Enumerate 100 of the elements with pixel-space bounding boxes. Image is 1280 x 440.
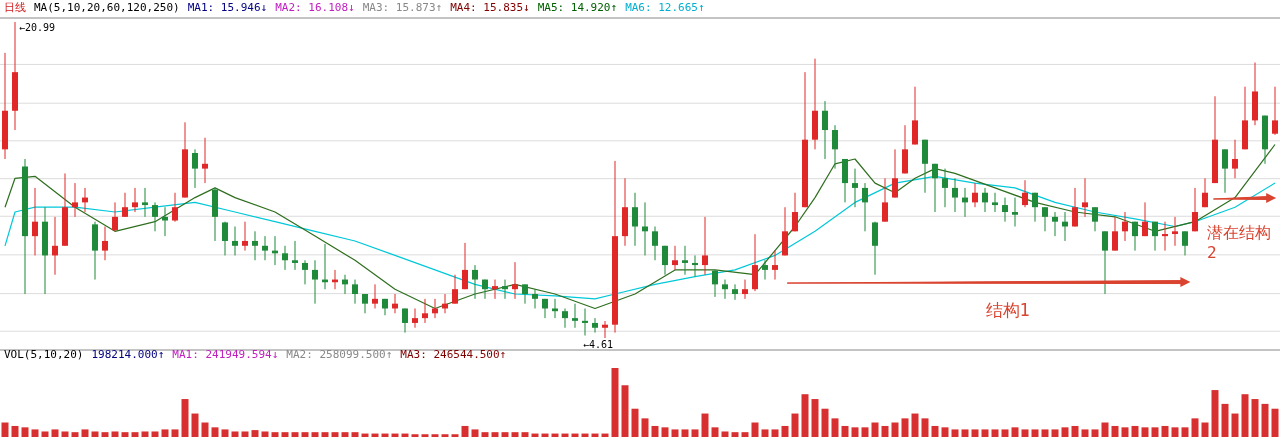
bar [291, 432, 299, 437]
bar [1, 422, 9, 437]
bar [911, 413, 919, 437]
candlestick [1162, 221, 1168, 251]
bar [741, 432, 749, 437]
bar [161, 429, 169, 437]
bar [1041, 429, 1049, 437]
bar [641, 418, 649, 437]
bar [831, 418, 839, 437]
candlestick [642, 202, 648, 256]
bar [1021, 429, 1029, 437]
bar [661, 427, 669, 437]
bar [1071, 425, 1079, 437]
text: 198214.000↑ [91, 348, 165, 361]
bar [1151, 427, 1159, 437]
bar [1231, 413, 1239, 437]
bar [931, 425, 939, 437]
bar [331, 432, 339, 437]
candlestick [682, 245, 688, 275]
annotation: 结构1 [985, 300, 1030, 321]
bar [781, 425, 789, 437]
bar [1001, 429, 1009, 437]
bar [1011, 427, 1019, 437]
bar [1211, 390, 1219, 437]
text: MA3: 15.873↑ [362, 1, 443, 14]
bar [1271, 408, 1279, 437]
bar [651, 425, 659, 437]
bar [301, 432, 309, 437]
bar [631, 408, 639, 437]
bar [1091, 429, 1099, 437]
bar [971, 429, 979, 437]
bar [751, 422, 759, 437]
bar [231, 431, 239, 437]
bar [811, 399, 819, 437]
bar [681, 429, 689, 437]
bar [611, 368, 619, 437]
bar [791, 413, 799, 437]
candlestick [692, 255, 698, 277]
bar [701, 413, 709, 437]
bar [881, 425, 889, 437]
bar [961, 429, 969, 437]
bar [821, 408, 829, 437]
bar [951, 429, 959, 437]
bar [1051, 429, 1059, 437]
bar [771, 429, 779, 437]
bar [1061, 427, 1069, 437]
text: MA6: 12.665↑ [625, 1, 705, 14]
bar [841, 425, 849, 437]
bar [1181, 427, 1189, 437]
text: MA2: 258099.500↑ [286, 348, 393, 361]
bar [411, 434, 419, 437]
bar [901, 418, 909, 437]
bar [1141, 427, 1149, 437]
candlestick [582, 308, 588, 336]
text: MA(5,10,20,60,120,250) [34, 1, 180, 14]
bar [1131, 425, 1139, 437]
bar [1081, 429, 1089, 437]
bar [321, 432, 329, 437]
bar [501, 432, 509, 437]
bar [441, 434, 449, 437]
text: MA2: 16.108↓ [275, 1, 355, 14]
bar [761, 429, 769, 437]
text: VOL(5,10,20) [4, 348, 84, 361]
bar [941, 427, 949, 437]
bar [471, 429, 479, 437]
candlestick [142, 187, 148, 217]
text: MA4: 15.835↓ [450, 1, 530, 14]
bar [511, 432, 519, 437]
bar [731, 432, 739, 437]
bar [41, 431, 49, 437]
bar [151, 431, 159, 437]
bar [1201, 422, 1209, 437]
bar [191, 413, 199, 437]
bar [251, 430, 259, 437]
bar [491, 432, 499, 437]
bar [351, 432, 359, 437]
bar [1191, 418, 1199, 437]
candlestick [1172, 216, 1178, 246]
text: MA3: 246544.500↑ [400, 348, 507, 361]
bar [851, 427, 859, 437]
bar [691, 429, 699, 437]
text: MA5: 14.920↑ [537, 1, 618, 14]
bar [311, 432, 319, 437]
text: ←4.61 [583, 339, 614, 350]
bar [211, 427, 219, 437]
bar [21, 427, 29, 437]
bar [621, 385, 629, 437]
bar [181, 399, 189, 437]
bar [281, 432, 289, 437]
bar [1101, 422, 1109, 437]
bar [11, 425, 19, 437]
bar [451, 434, 459, 437]
bar [81, 429, 89, 437]
bar [271, 432, 279, 437]
bar [51, 429, 59, 437]
bar [871, 422, 879, 437]
bar [981, 429, 989, 437]
annotation: 潜在结构2 [1207, 223, 1272, 263]
bar [891, 422, 899, 437]
bar [801, 394, 809, 437]
